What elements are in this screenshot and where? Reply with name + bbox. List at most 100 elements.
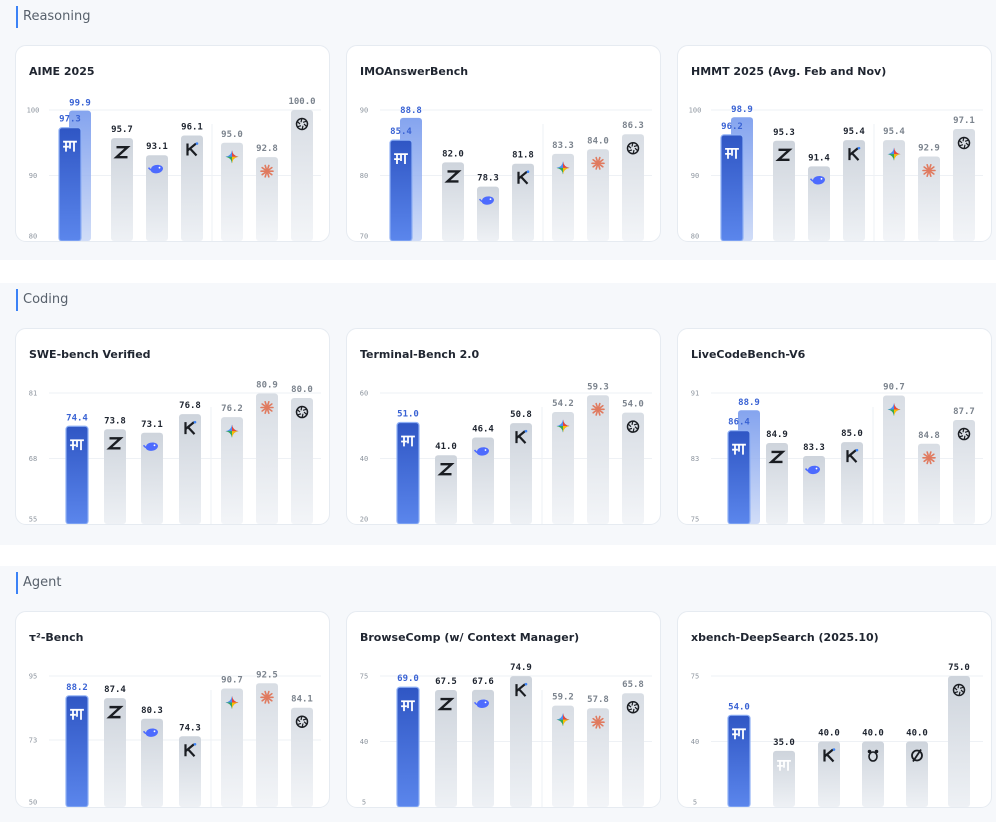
bar bbox=[622, 693, 644, 807]
data-label-extended: 99.9 bbox=[69, 99, 91, 109]
y-tick-label: 73 bbox=[29, 737, 37, 745]
data-label: 96.1 bbox=[181, 123, 203, 133]
data-label: 96.2 bbox=[721, 122, 743, 132]
data-label: 87.7 bbox=[953, 407, 975, 417]
bar bbox=[727, 430, 751, 524]
bar-group: 59.2 bbox=[552, 693, 574, 807]
bar-group: 75.0 bbox=[948, 663, 970, 807]
bar-group: 54.0 bbox=[727, 702, 751, 807]
section-title: Agent bbox=[16, 572, 61, 594]
bar-chart: 5 40 75 69.0 67.5 67.6 74.9 59.2 57.8 65.8 bbox=[360, 663, 652, 807]
z-icon bbox=[768, 450, 786, 464]
data-label: 92.8 bbox=[256, 144, 278, 154]
data-label: 65.8 bbox=[622, 680, 644, 690]
k-icon bbox=[515, 429, 528, 444]
openai-icon bbox=[626, 700, 640, 714]
bar-chart: 80 90 100 99.9 97.3 95.7 93.1 96.1 95.0 92.8 100.0 bbox=[27, 97, 321, 241]
data-label: 59.3 bbox=[587, 382, 609, 392]
chart-title: xbench-DeepSearch (2025.10) bbox=[691, 631, 879, 644]
data-label: 97.3 bbox=[59, 115, 81, 125]
m-icon bbox=[70, 708, 84, 720]
data-label: 74.4 bbox=[66, 413, 88, 423]
bar-group: 76.2 bbox=[221, 404, 243, 524]
chart-title: SWE-bench Verified bbox=[29, 348, 151, 361]
bar bbox=[883, 140, 905, 241]
bar-group: 83.3 bbox=[803, 443, 825, 524]
bar bbox=[906, 741, 928, 807]
benchmark-card: AIME 2025 80 90 100 99.9 97.3 95.7 93.1 96.1 95.0… bbox=[15, 45, 330, 242]
bar bbox=[179, 414, 201, 524]
bar-group: 95.7 bbox=[111, 125, 133, 241]
m-icon bbox=[401, 700, 415, 712]
data-label: 85.4 bbox=[390, 127, 412, 137]
bar bbox=[766, 442, 788, 524]
data-label: 85.0 bbox=[841, 429, 863, 439]
bar bbox=[552, 153, 574, 241]
bar bbox=[953, 128, 975, 241]
y-tick-label: 60 bbox=[360, 390, 368, 398]
whale-icon bbox=[147, 164, 163, 174]
benchmark-card: τ²-Bench 50 73 95 88.2 87.4 80.3 74.3 90.7 92.5 84… bbox=[15, 611, 330, 808]
k-icon bbox=[184, 742, 197, 758]
data-label: 92.9 bbox=[918, 144, 940, 154]
data-label: 100.0 bbox=[288, 97, 315, 107]
bar bbox=[58, 127, 82, 241]
benchmark-card: BrowseComp (w/ Context Manager) 5 40 75 69.0… bbox=[346, 611, 661, 808]
section-agent: Agent τ²-Bench 50 73 95 88.2 87.4 80.3 74.3 90.7 9… bbox=[0, 566, 996, 822]
chart-title: Terminal-Bench 2.0 bbox=[360, 348, 480, 361]
data-label: 80.3 bbox=[141, 706, 163, 716]
bar bbox=[773, 750, 795, 807]
bar-group: 51.0 bbox=[396, 409, 420, 524]
z-icon bbox=[113, 145, 131, 159]
y-tick-label: 40 bbox=[360, 455, 368, 463]
y-tick-label: 91 bbox=[691, 390, 699, 398]
data-label: 92.5 bbox=[256, 670, 278, 680]
data-label: 84.8 bbox=[918, 431, 940, 441]
claude-icon bbox=[922, 451, 936, 465]
bar bbox=[841, 442, 863, 524]
bar bbox=[389, 139, 413, 241]
gemini-icon bbox=[225, 150, 239, 164]
data-label: 46.4 bbox=[472, 425, 494, 435]
bar bbox=[803, 456, 825, 524]
bar bbox=[221, 688, 243, 807]
bar bbox=[510, 423, 532, 524]
openai-icon bbox=[957, 427, 971, 441]
bar-group: 84.8 bbox=[918, 431, 940, 524]
y-tick-label: 100 bbox=[689, 107, 702, 115]
data-label: 59.2 bbox=[552, 693, 574, 703]
claude-icon bbox=[591, 402, 605, 416]
bar-group: 80.3 bbox=[141, 706, 163, 807]
claude-icon bbox=[260, 164, 274, 178]
bar-group: 35.0 bbox=[773, 738, 795, 807]
y-tick-label: 80 bbox=[360, 172, 368, 180]
data-label: 86.3 bbox=[622, 121, 644, 131]
bar-group: 69.0 bbox=[396, 674, 420, 807]
bar bbox=[477, 186, 499, 241]
data-label-extended: 98.9 bbox=[731, 105, 753, 115]
z-icon bbox=[775, 148, 793, 161]
y-tick-label: 5 bbox=[362, 799, 366, 807]
bar bbox=[291, 707, 313, 807]
bar-group: 65.8 bbox=[622, 680, 644, 807]
bar bbox=[256, 393, 278, 524]
bar bbox=[622, 412, 644, 524]
data-label: 54.2 bbox=[552, 399, 574, 409]
y-tick-label: 90 bbox=[29, 172, 37, 180]
k-icon bbox=[823, 748, 836, 763]
data-label: 81.8 bbox=[512, 151, 534, 161]
openai-icon bbox=[295, 715, 309, 728]
data-label: 76.2 bbox=[221, 404, 243, 414]
bar bbox=[948, 676, 970, 807]
k-icon bbox=[846, 448, 859, 463]
y-tick-label: 90 bbox=[691, 172, 699, 180]
z-icon bbox=[106, 437, 124, 450]
benchmark-card: LiveCodeBench-V6 75 83 91 88.9 86.4 84.9 83.3 85… bbox=[677, 328, 992, 525]
bar-group: 40.0 bbox=[862, 729, 884, 807]
chart-title: AIME 2025 bbox=[29, 65, 95, 78]
bar-group: 83.3 bbox=[552, 141, 574, 241]
bar-chart: 50 73 95 88.2 87.4 80.3 74.3 90.7 92.5 84.1 bbox=[29, 670, 321, 807]
data-label: 73.1 bbox=[141, 420, 163, 430]
bar-group: 95.0 bbox=[221, 130, 243, 241]
openai-icon bbox=[626, 141, 640, 155]
